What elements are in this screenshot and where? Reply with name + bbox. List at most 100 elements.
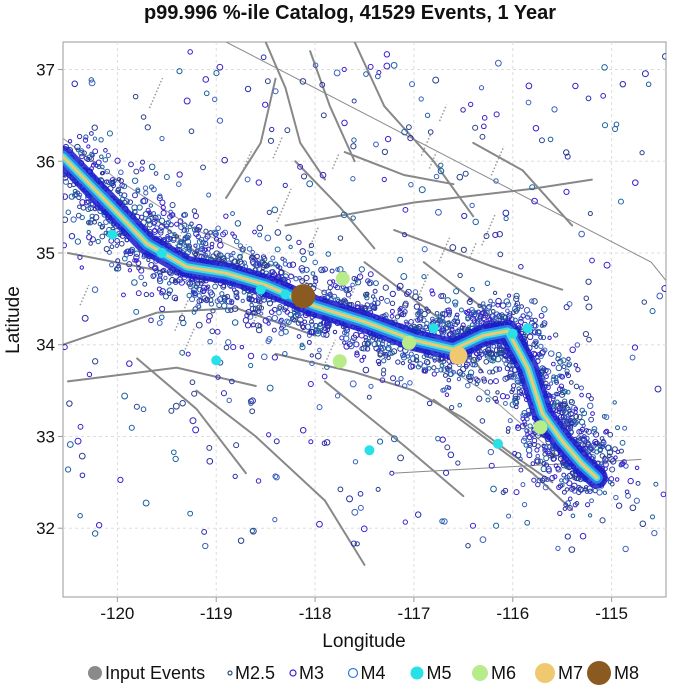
event-marker (143, 190, 149, 196)
event-marker (333, 69, 341, 77)
event-marker (396, 282, 404, 290)
event-marker (440, 319, 445, 324)
x-axis-label: Longitude (322, 631, 405, 652)
event-marker (266, 336, 273, 343)
event-marker (209, 244, 214, 250)
event-marker (151, 218, 158, 225)
event-marker (91, 124, 98, 131)
state-border (225, 42, 666, 281)
event-marker (156, 277, 164, 285)
event-marker (192, 250, 198, 257)
event-marker (233, 293, 240, 300)
event-marker (191, 287, 197, 293)
event-marker (407, 134, 414, 142)
event-marker (83, 134, 89, 140)
event-marker (91, 358, 99, 365)
event-marker (158, 230, 164, 236)
event-marker (444, 392, 450, 398)
event-marker (77, 192, 83, 198)
event-marker (585, 392, 592, 399)
legend-label: M2.5 (235, 663, 275, 683)
event-marker (252, 305, 259, 312)
event-marker (249, 302, 254, 308)
event-marker (633, 497, 640, 504)
event-marker (202, 76, 210, 83)
event-marker (531, 197, 538, 205)
event-marker (440, 292, 447, 299)
large-event-m5 (107, 229, 118, 240)
event-marker (99, 171, 105, 176)
event-marker (532, 351, 538, 357)
event-marker (590, 448, 596, 453)
event-marker (532, 124, 540, 132)
event-marker (377, 352, 383, 358)
event-marker (559, 373, 566, 380)
event-marker (139, 214, 145, 220)
event-marker (488, 357, 494, 363)
event-marker (120, 196, 126, 202)
event-marker (316, 520, 323, 528)
event-marker (354, 541, 360, 547)
event-marker (520, 437, 527, 444)
event-marker (266, 432, 272, 438)
event-marker (488, 462, 495, 469)
event-marker (67, 182, 73, 189)
event-marker (363, 71, 369, 77)
large-event-m5 (507, 328, 518, 339)
event-marker (184, 228, 190, 233)
event-marker (562, 506, 568, 512)
y-tick-label: 34 (36, 336, 55, 355)
event-marker (158, 217, 166, 224)
event-marker (389, 313, 395, 319)
event-marker (468, 369, 475, 376)
event-marker (437, 167, 445, 175)
event-marker (565, 372, 572, 379)
event-marker (86, 229, 91, 235)
event-marker (479, 351, 485, 357)
event-marker (118, 241, 125, 247)
event-marker (123, 198, 130, 205)
event-marker (457, 402, 463, 408)
event-marker (127, 199, 134, 205)
event-marker (503, 215, 509, 222)
event-marker (424, 306, 429, 311)
event-marker (506, 293, 512, 298)
event-marker (312, 275, 318, 281)
event-marker (603, 466, 608, 472)
event-marker (186, 280, 194, 287)
event-marker (556, 484, 562, 491)
event-marker (506, 362, 513, 369)
event-marker (110, 182, 116, 189)
large-event-m5 (280, 289, 291, 300)
event-marker (495, 302, 501, 308)
event-marker (214, 328, 221, 335)
event-marker (585, 447, 592, 454)
event-marker (532, 317, 538, 323)
event-marker (449, 244, 457, 251)
event-marker (479, 536, 487, 544)
event-marker (329, 268, 335, 274)
event-marker (92, 136, 98, 141)
event-marker (539, 365, 546, 372)
large-event-m6 (533, 420, 548, 435)
event-marker (558, 383, 565, 389)
event-marker (541, 461, 547, 467)
event-marker (534, 458, 541, 465)
event-marker (518, 263, 524, 270)
event-marker (550, 393, 557, 400)
event-marker (106, 130, 113, 137)
event-marker (285, 234, 292, 241)
event-marker (408, 319, 414, 325)
event-marker (426, 400, 433, 407)
event-marker (549, 475, 556, 481)
event-marker (316, 322, 324, 330)
event-marker (202, 240, 209, 247)
event-marker (560, 405, 565, 411)
event-marker (109, 244, 115, 250)
event-marker (349, 380, 357, 388)
event-marker (493, 378, 499, 385)
event-marker (252, 229, 257, 235)
event-marker (541, 443, 546, 449)
event-marker (535, 453, 541, 459)
event-marker (471, 361, 479, 368)
